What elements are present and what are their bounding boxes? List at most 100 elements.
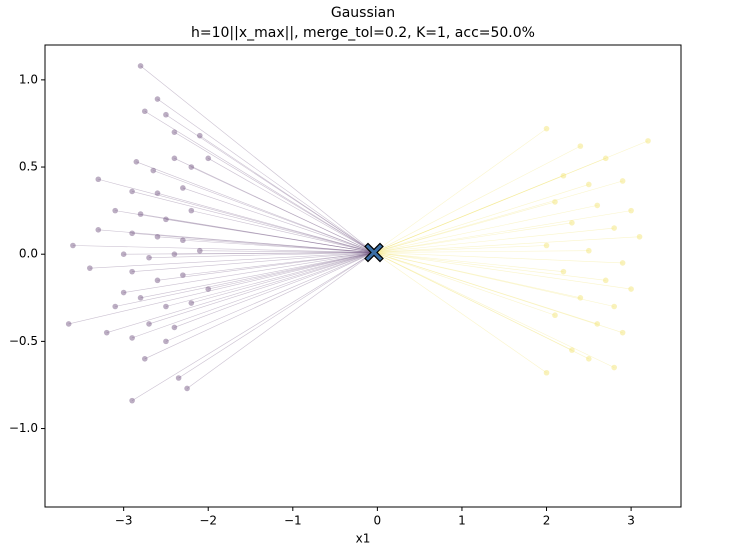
point <box>163 303 169 310</box>
link-line <box>140 213 375 253</box>
point <box>129 230 135 237</box>
point <box>163 216 169 223</box>
link-line <box>373 252 564 272</box>
link-line <box>373 252 623 333</box>
y-tick-label: 0.0 <box>19 247 38 261</box>
link-line <box>191 252 375 304</box>
link-line <box>373 252 615 307</box>
link-line <box>165 219 375 253</box>
point <box>154 190 161 196</box>
link-line <box>373 175 564 253</box>
link-line <box>373 210 632 253</box>
point <box>129 268 135 275</box>
axes-frame <box>44 44 682 508</box>
link-line <box>186 252 375 389</box>
chart-subtitle: h=10||x_max||, merge_tol=0.2, K=1, acc=5… <box>191 25 535 41</box>
link-line <box>373 252 581 299</box>
link-line <box>373 158 606 253</box>
link-line <box>373 252 547 374</box>
link-line <box>373 145 581 253</box>
point <box>70 242 76 249</box>
link-line <box>373 205 598 253</box>
link-line <box>132 232 375 253</box>
point <box>146 254 152 261</box>
link-line <box>182 187 375 253</box>
point <box>137 294 144 301</box>
link-line <box>153 170 375 253</box>
point <box>594 202 601 209</box>
point <box>141 108 148 115</box>
link-line <box>157 236 375 253</box>
link-line <box>115 252 375 307</box>
point <box>188 300 195 306</box>
point <box>611 364 617 371</box>
link-line <box>123 252 375 293</box>
link-line <box>191 210 375 253</box>
link-line <box>140 252 375 299</box>
point <box>154 96 161 102</box>
y-tick-label: 1.0 <box>19 72 38 86</box>
link-line <box>373 236 640 253</box>
point <box>171 251 178 258</box>
point <box>171 129 178 135</box>
point <box>619 260 626 266</box>
point <box>577 294 584 301</box>
link-line <box>68 252 375 325</box>
link-line <box>165 252 375 307</box>
point <box>137 63 144 69</box>
link-line <box>140 65 375 253</box>
point <box>154 277 161 284</box>
link-line <box>373 252 623 264</box>
point <box>137 211 144 217</box>
point <box>645 138 651 144</box>
link-line <box>132 252 375 339</box>
link-line <box>373 227 615 253</box>
link-line <box>373 252 615 368</box>
link-line <box>199 250 374 253</box>
link-line <box>373 140 649 253</box>
link-line <box>373 245 547 253</box>
point <box>120 289 127 296</box>
link-line <box>373 252 632 290</box>
link-line <box>98 178 375 253</box>
link-line <box>373 250 589 253</box>
point <box>163 111 169 118</box>
point <box>577 143 584 149</box>
point <box>602 277 609 284</box>
point <box>171 324 178 331</box>
point <box>129 397 135 404</box>
link-line <box>89 252 375 269</box>
point <box>87 265 93 271</box>
link-line <box>182 252 375 276</box>
point <box>171 155 178 162</box>
link-line <box>132 191 375 253</box>
link-line <box>148 252 375 325</box>
x-tick-label: 0 <box>374 514 382 528</box>
point <box>602 155 609 162</box>
point <box>543 369 550 376</box>
point <box>103 329 110 336</box>
x-tick-label: −1 <box>284 514 302 528</box>
link-line <box>373 201 556 253</box>
link-line <box>72 245 375 253</box>
point <box>543 242 550 249</box>
point <box>163 338 169 345</box>
y-tick-label: −0.5 <box>9 334 38 348</box>
link-line <box>373 252 598 325</box>
link-line <box>157 98 375 253</box>
link-line <box>208 158 375 253</box>
point <box>594 321 601 327</box>
x-tick-label: −3 <box>115 514 133 528</box>
point <box>611 303 617 310</box>
point <box>628 286 634 292</box>
link-line <box>106 252 375 333</box>
chart-title: Gaussian <box>331 5 395 21</box>
point <box>586 356 592 362</box>
link-line <box>115 210 375 253</box>
point <box>184 385 190 392</box>
x-tick-label: 1 <box>458 514 466 528</box>
link-line <box>165 114 375 253</box>
link-line <box>182 239 375 253</box>
link-line <box>373 252 573 351</box>
point <box>141 356 148 362</box>
